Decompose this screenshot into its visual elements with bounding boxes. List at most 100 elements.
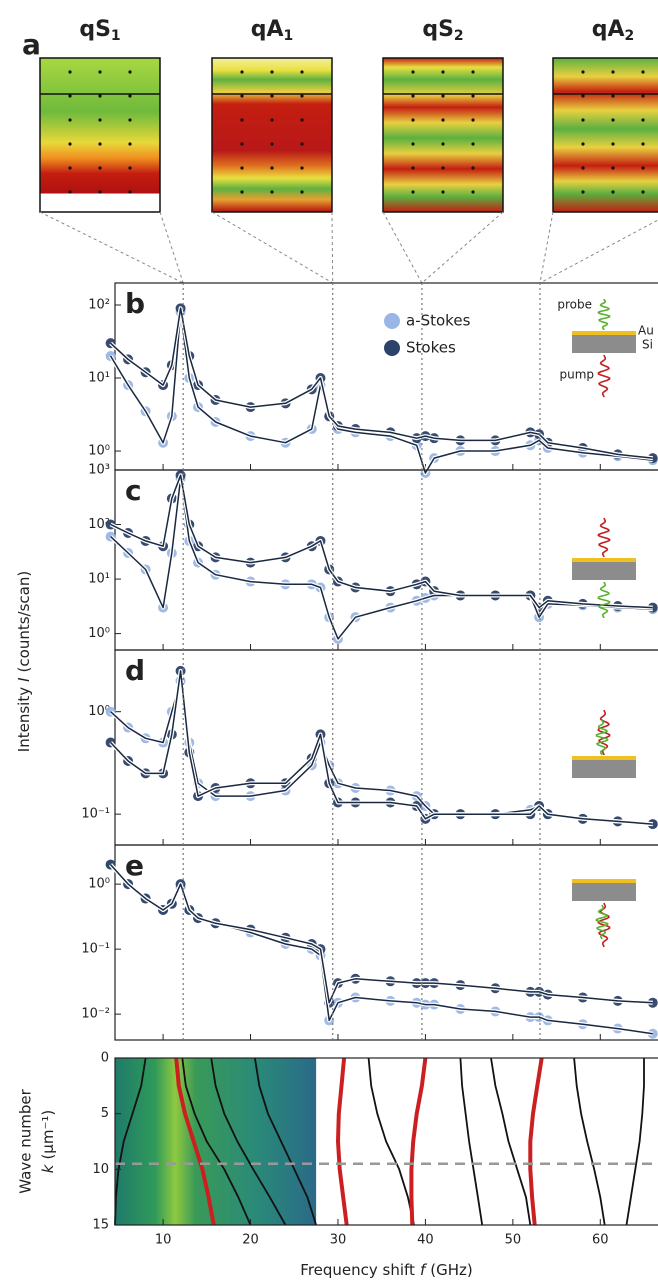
displacement-marker (300, 142, 304, 146)
dispersion-curve (181, 1057, 252, 1226)
displacement-marker (581, 142, 585, 146)
inset-label: pump (559, 368, 594, 382)
displacement-marker (300, 190, 304, 194)
displacement-marker (128, 166, 132, 170)
displacement-marker (240, 94, 244, 98)
beam (597, 354, 611, 398)
mode-index: 2 (625, 28, 635, 44)
displacement-marker (581, 166, 585, 170)
y-tick-label: 5 (101, 1106, 109, 1121)
mode-profile (382, 57, 504, 213)
displacement-marker (128, 118, 132, 122)
legend-marker (384, 313, 400, 329)
panel-label: b (125, 287, 145, 320)
dispersion-curve (114, 1057, 147, 1226)
x-tick-label: 20 (242, 1233, 259, 1248)
inset-substrate (572, 760, 636, 778)
displacement-marker (611, 94, 615, 98)
displacement-marker (441, 190, 445, 194)
displacement-marker (611, 70, 615, 74)
y-axis-title-part: Intensity (15, 687, 33, 752)
inset-film (572, 756, 636, 760)
mode-connector (211, 211, 333, 284)
mode-profile (39, 57, 161, 213)
displacement-marker (641, 166, 645, 170)
y-axis-title: Wave number (17, 1088, 35, 1193)
fit-line (110, 864, 653, 1004)
y-tick-label: 10⁻¹ (81, 807, 110, 822)
mode-connector (421, 211, 504, 284)
displacement-marker (240, 70, 244, 74)
legend-marker (384, 340, 400, 356)
mode-profile (211, 57, 333, 213)
displacement-marker (68, 70, 72, 74)
displacement-marker (411, 70, 415, 74)
mode-connector (39, 211, 184, 284)
mode-connector (539, 219, 658, 284)
dispersion-curve (625, 1058, 645, 1226)
displacement-marker (471, 70, 475, 74)
displacement-marker (441, 166, 445, 170)
y-axis-title-part: (counts/scan) (15, 571, 33, 673)
displacement-marker (270, 94, 274, 98)
displacement-marker (270, 166, 274, 170)
dispersion-curve (409, 1057, 428, 1226)
dispersion-curve (367, 1057, 415, 1226)
displacement-marker (300, 94, 304, 98)
fit-line (110, 474, 653, 609)
displacement-marker (441, 142, 445, 146)
displacement-marker (471, 190, 475, 194)
panel-label: e (125, 849, 144, 882)
legend-label: Stokes (406, 339, 456, 357)
displacement-marker (270, 118, 274, 122)
displacement-marker (98, 118, 102, 122)
inset-substrate (572, 883, 636, 901)
displacement-marker (411, 94, 415, 98)
beam (595, 719, 609, 756)
inset-substrate (572, 562, 636, 580)
plot-frame (114, 1057, 658, 1226)
displacement-marker (270, 190, 274, 194)
mode-title: qS2 (422, 17, 463, 44)
x-axis-title-var: f (420, 1261, 428, 1279)
beam (597, 581, 611, 619)
plot-frame (114, 844, 658, 1041)
displacement-marker (641, 142, 645, 146)
mode-connector (382, 211, 423, 284)
dispersion-curve (254, 1057, 317, 1226)
dispersion-curve (490, 1057, 532, 1226)
y-axis-title: Intensity I (counts/scan) (15, 571, 33, 752)
beam (597, 517, 611, 558)
displacement-marker (471, 166, 475, 170)
displacement-marker (581, 70, 585, 74)
displacement-marker (98, 142, 102, 146)
inset-substrate (572, 335, 636, 353)
displacement-marker (68, 166, 72, 170)
mode-index: 1 (111, 28, 121, 44)
displacement-marker (68, 142, 72, 146)
displacement-marker (68, 118, 72, 122)
displacement-marker (471, 94, 475, 98)
panel-label: a (22, 28, 41, 61)
mode-profile (552, 57, 658, 213)
x-tick-label: 50 (505, 1233, 522, 1248)
displacement-marker (641, 118, 645, 122)
y-tick-label: 0 (101, 1051, 109, 1066)
displacement-marker (441, 70, 445, 74)
displacement-marker (68, 94, 72, 98)
displacement-marker (441, 118, 445, 122)
mode-index: 1 (284, 28, 294, 44)
displacement-marker (411, 142, 415, 146)
displacement-marker (411, 190, 415, 194)
displacement-marker (581, 190, 585, 194)
beam (595, 904, 609, 940)
y-tick-label: 15 (92, 1218, 109, 1233)
dispersion-curve (336, 1057, 349, 1226)
fit-outline (108, 310, 654, 475)
displacement-marker (641, 70, 645, 74)
y-tick-label: 10⁰ (88, 877, 110, 892)
displacement-marker (441, 94, 445, 98)
displacement-marker (581, 94, 585, 98)
x-axis-title-part: (GHz) (430, 1261, 472, 1279)
